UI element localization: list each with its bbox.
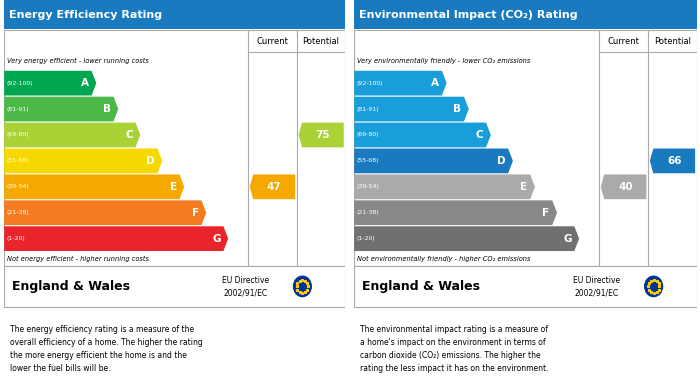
Text: 66: 66 [667, 156, 682, 166]
Text: (55-68): (55-68) [6, 158, 29, 163]
FancyBboxPatch shape [354, 266, 696, 307]
Polygon shape [4, 174, 184, 199]
Text: (39-54): (39-54) [356, 184, 379, 189]
Text: (21-38): (21-38) [356, 210, 379, 215]
Text: E: E [520, 182, 527, 192]
Text: EU Directive
2002/91/EC: EU Directive 2002/91/EC [573, 276, 621, 297]
Polygon shape [4, 226, 228, 251]
Polygon shape [4, 149, 162, 173]
Text: (81-91): (81-91) [356, 107, 379, 111]
Text: E: E [169, 182, 176, 192]
Text: EU Directive
2002/91/EC: EU Directive 2002/91/EC [223, 276, 270, 297]
Polygon shape [299, 123, 344, 147]
Text: D: D [497, 156, 505, 166]
Text: G: G [212, 234, 220, 244]
Text: (1-20): (1-20) [356, 236, 375, 241]
Text: A: A [431, 78, 439, 88]
Text: (69-80): (69-80) [6, 133, 29, 138]
Text: (1-20): (1-20) [6, 236, 25, 241]
Polygon shape [4, 200, 206, 225]
Text: A: A [80, 78, 89, 88]
FancyBboxPatch shape [354, 0, 696, 29]
Text: (92-100): (92-100) [6, 81, 33, 86]
Text: 40: 40 [618, 182, 633, 192]
Text: (81-91): (81-91) [6, 107, 29, 111]
Text: (21-38): (21-38) [6, 210, 29, 215]
Text: England & Wales: England & Wales [12, 280, 130, 293]
Polygon shape [354, 200, 557, 225]
FancyBboxPatch shape [354, 30, 696, 266]
Polygon shape [354, 226, 579, 251]
Polygon shape [354, 97, 469, 122]
FancyBboxPatch shape [4, 266, 345, 307]
Text: The environmental impact rating is a measure of
a home's impact on the environme: The environmental impact rating is a mea… [360, 325, 549, 373]
Text: Current: Current [256, 37, 288, 46]
Text: Current: Current [608, 37, 639, 46]
Text: Potential: Potential [302, 37, 340, 46]
Polygon shape [354, 149, 513, 173]
Polygon shape [354, 123, 491, 147]
Text: Environmental Impact (CO₂) Rating: Environmental Impact (CO₂) Rating [358, 10, 578, 20]
Circle shape [293, 276, 312, 296]
Text: C: C [125, 130, 133, 140]
Text: (92-100): (92-100) [356, 81, 383, 86]
Text: (39-54): (39-54) [6, 184, 29, 189]
Text: C: C [476, 130, 483, 140]
Text: G: G [563, 234, 572, 244]
Text: Not energy efficient - higher running costs: Not energy efficient - higher running co… [7, 256, 149, 262]
Text: Very environmentally friendly - lower CO₂ emissions: Very environmentally friendly - lower CO… [357, 58, 531, 65]
Polygon shape [354, 174, 535, 199]
Text: (55-68): (55-68) [356, 158, 379, 163]
Text: F: F [542, 208, 550, 218]
Text: (69-80): (69-80) [356, 133, 379, 138]
Polygon shape [354, 71, 447, 95]
Text: Not environmentally friendly - higher CO₂ emissions: Not environmentally friendly - higher CO… [357, 256, 531, 262]
Text: Potential: Potential [654, 37, 691, 46]
Polygon shape [4, 97, 118, 122]
Text: Energy Efficiency Rating: Energy Efficiency Rating [8, 10, 162, 20]
Polygon shape [601, 174, 646, 199]
Text: 75: 75 [316, 130, 330, 140]
FancyBboxPatch shape [4, 0, 345, 29]
Text: The energy efficiency rating is a measure of the
overall efficiency of a home. T: The energy efficiency rating is a measur… [10, 325, 203, 373]
Text: D: D [146, 156, 155, 166]
Text: B: B [103, 104, 111, 114]
Polygon shape [650, 149, 695, 173]
Circle shape [645, 276, 662, 296]
Polygon shape [250, 174, 295, 199]
Text: B: B [453, 104, 461, 114]
FancyBboxPatch shape [4, 30, 345, 266]
Polygon shape [4, 123, 140, 147]
Text: Very energy efficient - lower running costs: Very energy efficient - lower running co… [7, 58, 149, 65]
Text: 47: 47 [267, 182, 281, 192]
Text: F: F [192, 208, 199, 218]
Text: England & Wales: England & Wales [362, 280, 480, 293]
Polygon shape [4, 71, 97, 95]
